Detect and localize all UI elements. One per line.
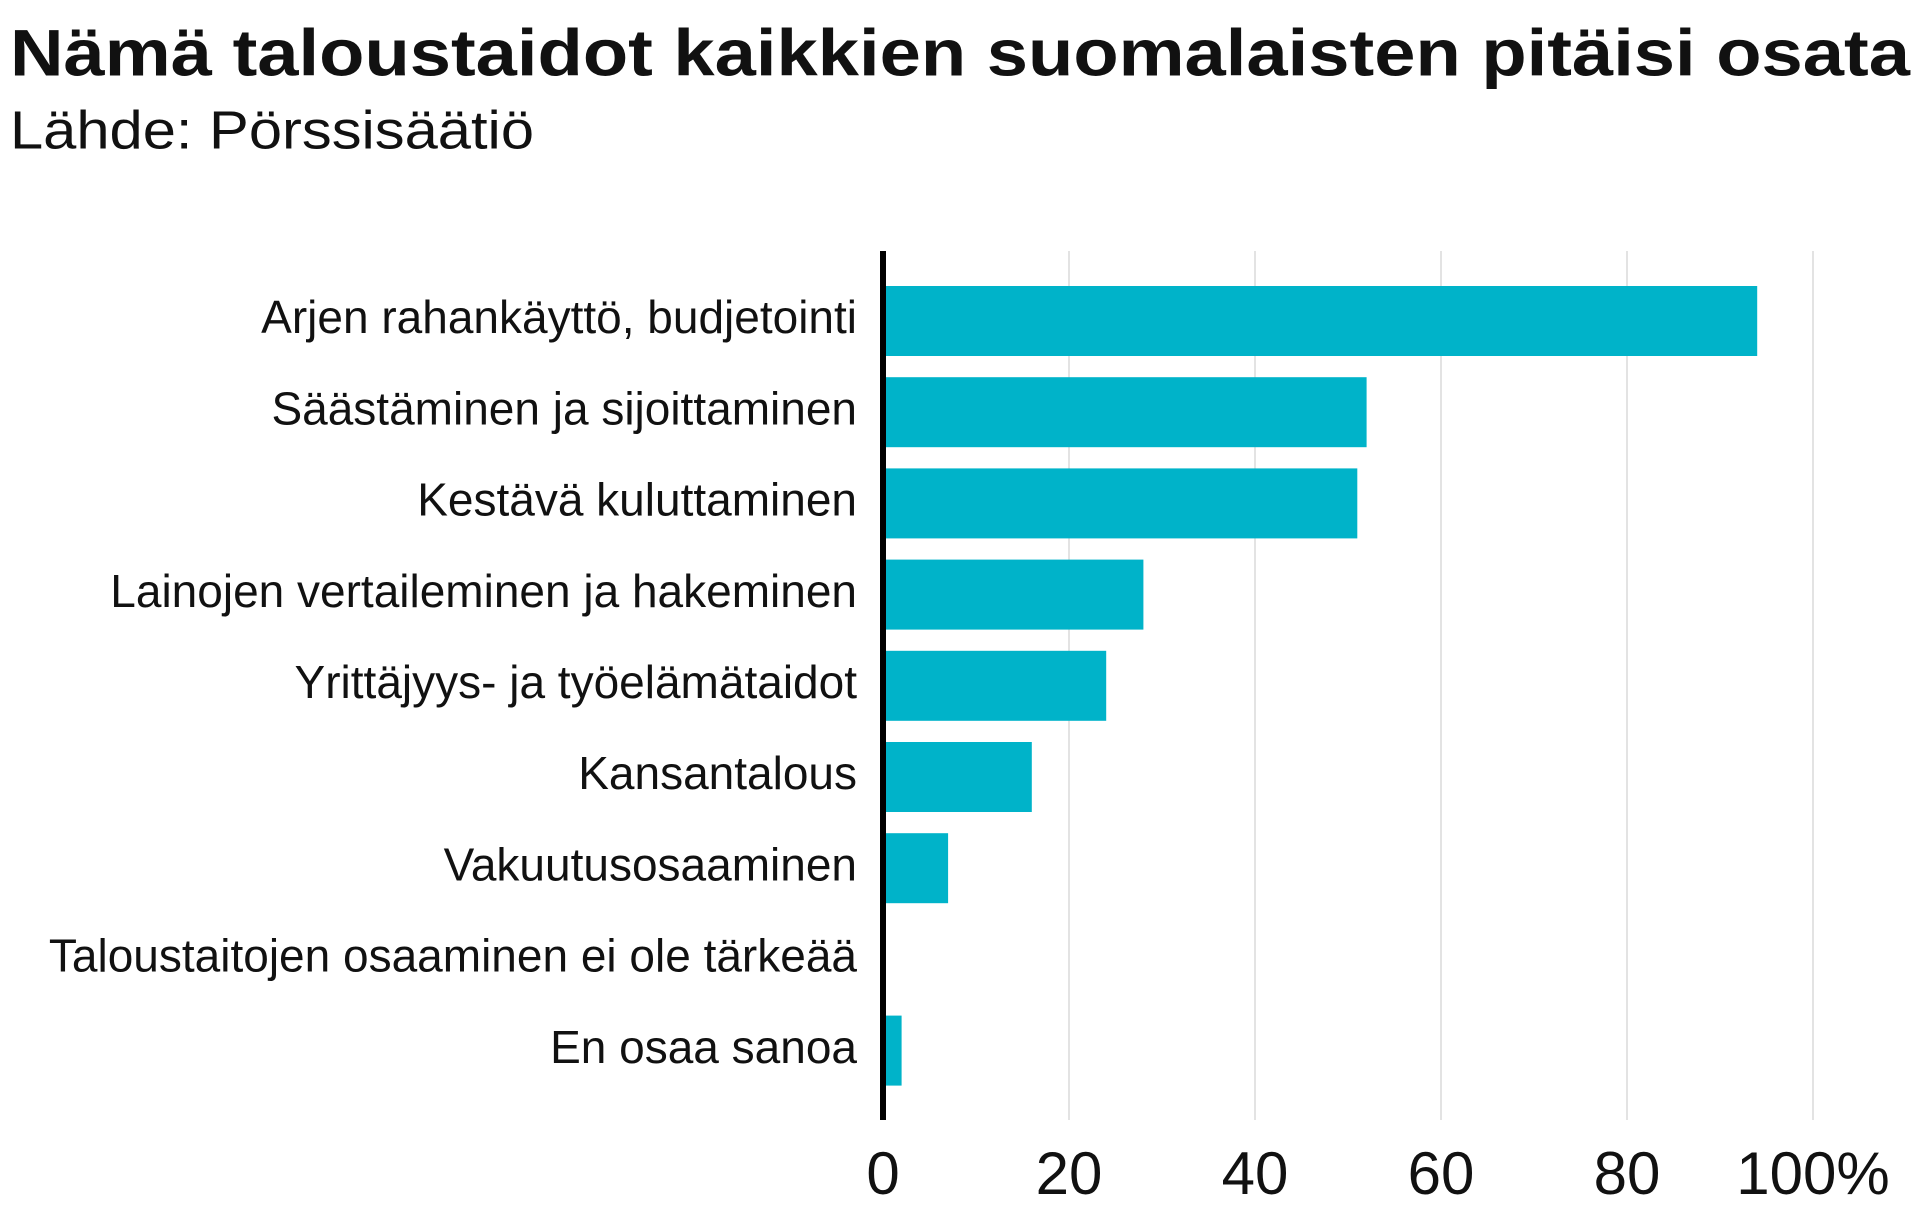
x-tick-label: 80 bbox=[1594, 1140, 1661, 1207]
x-tick-label: 0 bbox=[866, 1140, 899, 1207]
bar bbox=[883, 377, 1367, 448]
bar bbox=[883, 650, 1107, 721]
y-tick-label: En osaa sanoa bbox=[550, 1021, 857, 1073]
bar bbox=[883, 468, 1358, 539]
x-tick-label: 40 bbox=[1222, 1140, 1289, 1207]
bar bbox=[883, 559, 1144, 630]
y-tick-label: Taloustaitojen osaaminen ei ole tärkeää bbox=[49, 930, 857, 982]
bar bbox=[883, 833, 949, 904]
y-tick-label: Yrittäjyys- ja työelämätaidot bbox=[295, 656, 858, 708]
y-tick-label: Lainojen vertaileminen ja hakeminen bbox=[110, 565, 857, 617]
bar bbox=[883, 1015, 902, 1086]
y-tick-label: Kestävä kuluttaminen bbox=[417, 474, 857, 526]
y-tick-label: Kansantalous bbox=[578, 747, 857, 799]
y-tick-label: Vakuutusosaaminen bbox=[444, 838, 857, 890]
x-tick-label: 60 bbox=[1408, 1140, 1475, 1207]
y-tick-label: Säästäminen ja sijoittaminen bbox=[271, 382, 857, 434]
x-tick-label: 20 bbox=[1036, 1140, 1103, 1207]
x-tick-label: 100% bbox=[1736, 1140, 1889, 1207]
bar bbox=[883, 742, 1032, 812]
y-tick-label: Arjen rahankäyttö, budjetointi bbox=[261, 291, 857, 343]
chart-subtitle: Lähde: Pörssisäätiö bbox=[10, 100, 534, 160]
chart-title: Nämä taloustaidot kaikkien suomalaisten … bbox=[10, 15, 1911, 89]
bar bbox=[883, 286, 1758, 356]
